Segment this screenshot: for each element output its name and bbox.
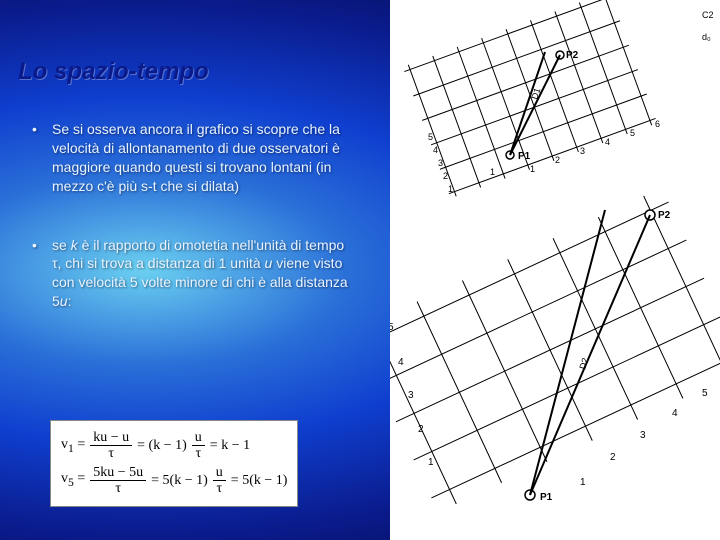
svg-text:5: 5 xyxy=(630,128,635,138)
svg-text:4: 4 xyxy=(605,137,610,147)
svg-text:4: 4 xyxy=(433,145,438,155)
formula-v5: v5 = 5ku − 5uτ = 5(k − 1) uτ = 5(k − 1) xyxy=(61,465,287,497)
svg-text:D1: D1 xyxy=(529,87,542,101)
svg-text:P1: P1 xyxy=(518,151,531,162)
bullet-1: Se si osserva ancora il grafico si scopr… xyxy=(28,120,348,196)
diagram-panel: P1 P2 D1 5 4 3 2 1 1 1 2 3 4 5 6 C2 d₀ xyxy=(390,0,720,540)
svg-text:2: 2 xyxy=(555,155,560,165)
svg-text:3: 3 xyxy=(640,430,646,441)
svg-text:1: 1 xyxy=(448,184,453,194)
svg-text:1: 1 xyxy=(580,477,586,488)
svg-text:6: 6 xyxy=(655,119,660,129)
svg-text:P1: P1 xyxy=(540,492,553,503)
svg-text:5: 5 xyxy=(428,132,433,142)
formula-v1: v1 = ku − uτ = (k − 1) uτ = k − 1 xyxy=(61,430,287,462)
svg-text:d₀: d₀ xyxy=(702,32,711,42)
svg-text:2: 2 xyxy=(418,424,424,435)
spacetime-diagrams: P1 P2 D1 5 4 3 2 1 1 1 2 3 4 5 6 C2 d₀ xyxy=(390,0,720,540)
svg-text:2: 2 xyxy=(443,171,448,181)
svg-text:4: 4 xyxy=(398,357,404,368)
bullet-list: Se si osserva ancora il grafico si scopr… xyxy=(28,120,348,351)
svg-text:1: 1 xyxy=(428,457,434,468)
svg-text:5: 5 xyxy=(390,322,394,333)
svg-text:5: 5 xyxy=(702,388,708,399)
bullet-2: se k è il rapporto di omotetia nell'unit… xyxy=(28,236,348,312)
svg-text:3: 3 xyxy=(580,146,585,156)
svg-text:1: 1 xyxy=(490,167,495,177)
bottom-grid xyxy=(390,188,720,513)
svg-text:1: 1 xyxy=(530,164,535,174)
svg-text:2: 2 xyxy=(610,452,616,463)
svg-text:4: 4 xyxy=(672,408,678,419)
svg-text:3: 3 xyxy=(438,158,443,168)
svg-text:P2: P2 xyxy=(566,50,579,61)
svg-text:3: 3 xyxy=(408,390,414,401)
svg-text:C2: C2 xyxy=(702,10,714,20)
formula-box: v1 = ku − uτ = (k − 1) uτ = k − 1 v5 = 5… xyxy=(50,420,298,507)
svg-text:P2: P2 xyxy=(658,210,671,221)
page-title: Lo spazio-tempo xyxy=(18,58,209,86)
